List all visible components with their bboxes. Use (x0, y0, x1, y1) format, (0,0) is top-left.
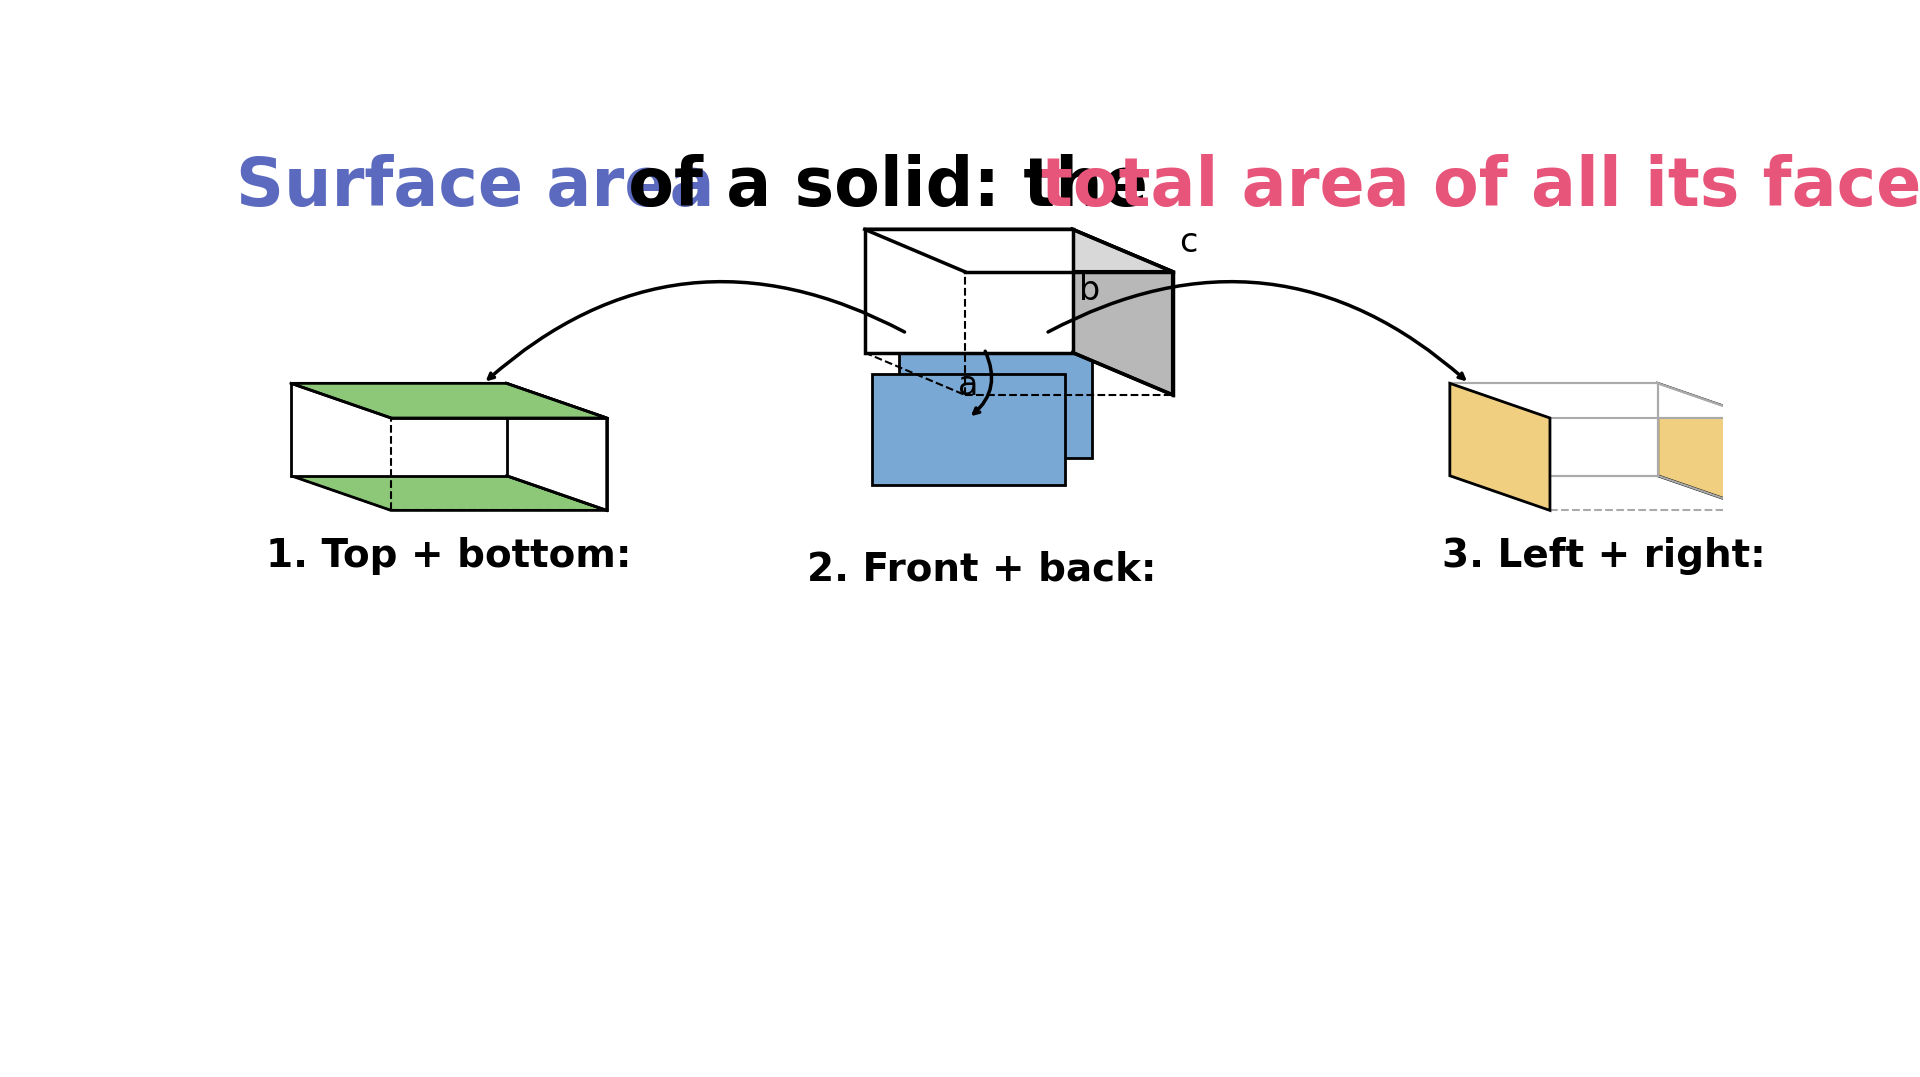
Polygon shape (864, 229, 1073, 352)
Text: a: a (958, 369, 979, 403)
Polygon shape (872, 374, 1066, 486)
Polygon shape (292, 476, 607, 510)
Text: 2. Front + back:: 2. Front + back: (806, 550, 1158, 589)
Text: b: b (1079, 275, 1100, 307)
Polygon shape (1450, 383, 1657, 476)
Polygon shape (1657, 383, 1759, 510)
Text: 1. Top + bottom:: 1. Top + bottom: (267, 537, 632, 575)
Polygon shape (292, 383, 507, 476)
Polygon shape (864, 229, 1173, 271)
Polygon shape (292, 383, 607, 418)
Text: 3. Left + right:: 3. Left + right: (1442, 537, 1766, 575)
Text: c: c (1179, 226, 1198, 260)
Text: Surface area: Surface area (236, 154, 714, 220)
Text: total area of all its faces.: total area of all its faces. (1041, 154, 1920, 220)
Polygon shape (899, 347, 1092, 459)
Polygon shape (1450, 383, 1549, 510)
Polygon shape (1450, 383, 1759, 418)
Polygon shape (1073, 229, 1173, 395)
Text: of a solid: the: of a solid: the (605, 154, 1171, 220)
Polygon shape (507, 383, 607, 510)
